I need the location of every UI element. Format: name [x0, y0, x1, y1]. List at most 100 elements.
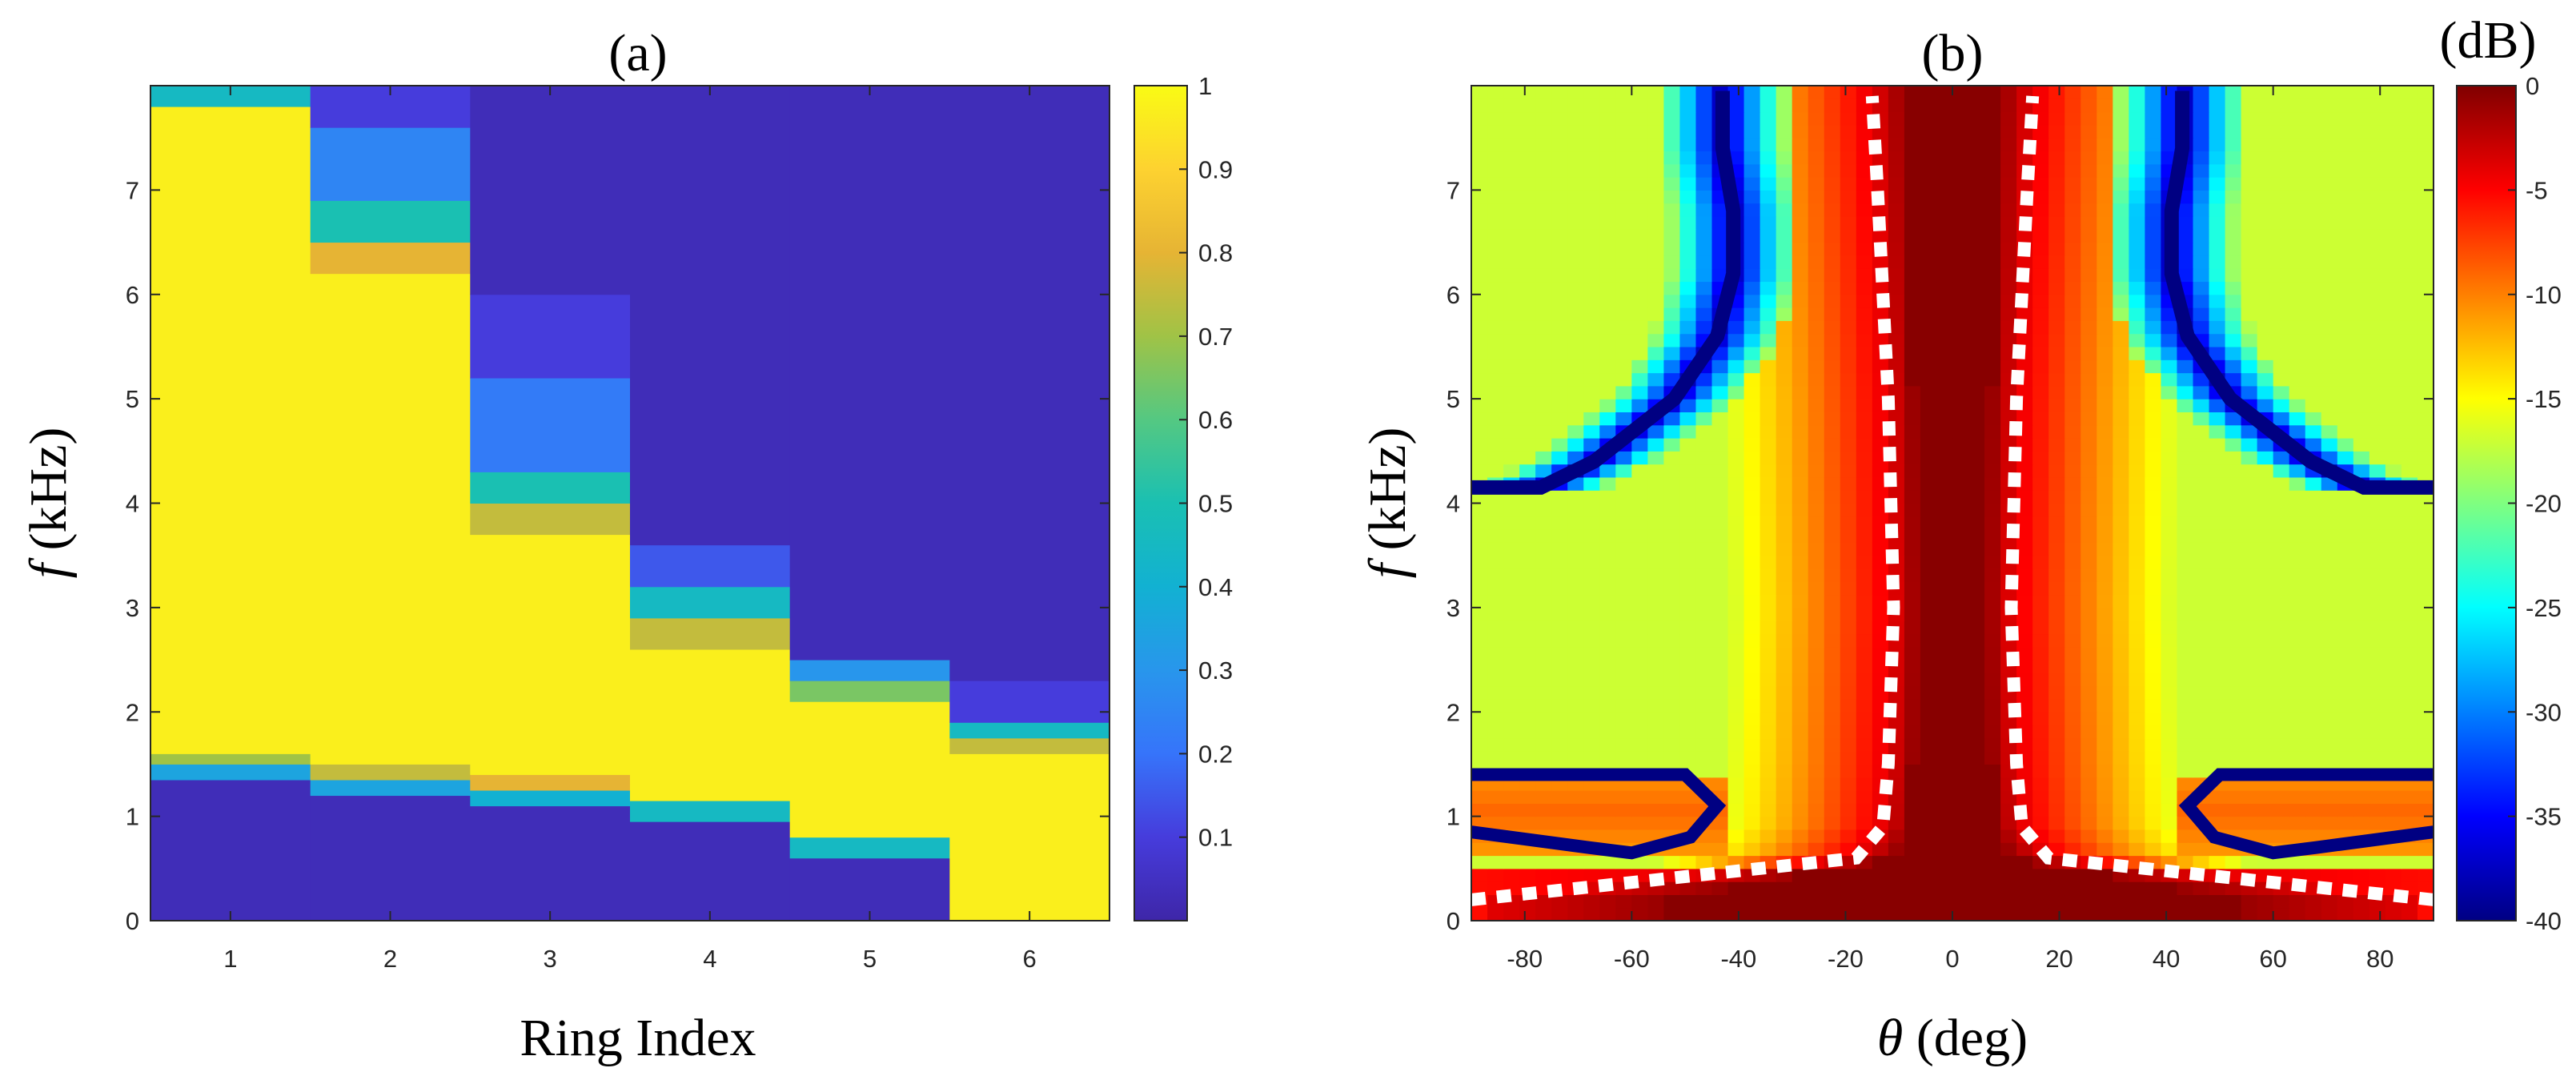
heatmap-cell [1776, 242, 1793, 256]
heatmap-cell [2129, 516, 2145, 530]
heatmap-cell [2113, 698, 2129, 713]
heatmap-cell [2417, 542, 2434, 556]
heatmap-cell [2193, 242, 2210, 256]
heatmap-cell [2032, 620, 2049, 635]
heatmap-cell [1840, 855, 1857, 869]
heatmap-cell [1936, 503, 1953, 517]
heatmap-cell [2193, 177, 2210, 191]
heatmap-cell [1904, 438, 1921, 452]
heatmap-cell [2401, 98, 2418, 113]
heatmap-cell [1551, 516, 1568, 530]
heatmap-cell [2209, 685, 2226, 700]
heatmap-cell [2080, 424, 2097, 439]
heatmap-cell [2417, 385, 2434, 399]
heatmap-cell [1952, 607, 1969, 621]
heatmap-cell [2401, 620, 2418, 635]
heatmap-cell [1840, 203, 1857, 217]
heatmap-cell [1487, 816, 1504, 830]
heatmap-cell [2113, 399, 2129, 413]
heatmap-cell [1872, 229, 1889, 243]
heatmap-cell [2209, 438, 2226, 452]
heatmap-cell [2401, 320, 2418, 335]
heatmap-cell [1503, 151, 1520, 165]
heatmap-cell [2080, 633, 2097, 648]
heatmap-cell [1615, 268, 1632, 283]
heatmap-cell [1743, 372, 1761, 387]
heatmap-cell [2369, 803, 2386, 817]
heatmap-cell [1920, 151, 1937, 165]
heatmap-cell [1583, 151, 1600, 165]
heatmap-cell [2401, 542, 2418, 556]
heatmap-cell [2353, 451, 2370, 465]
heatmap-cell [1487, 333, 1504, 347]
heatmap-cell [2225, 98, 2242, 113]
heatmap-cell [1727, 673, 1745, 687]
heatmap-cell [1743, 281, 1761, 295]
heatmap-cell [1776, 412, 1793, 426]
heatmap-cell [1487, 86, 1504, 99]
heatmap-cell [2064, 451, 2081, 465]
heatmap-cell [2161, 568, 2178, 582]
heatmap-cell [1535, 281, 1552, 295]
heatmap-cell [1503, 412, 1520, 426]
heatmap-cell [2225, 111, 2242, 126]
heatmap-cell [2080, 138, 2097, 152]
heatmap-cell [1695, 907, 1713, 921]
heatmap-cell [1599, 372, 1616, 387]
heatmap-cell [1711, 424, 1729, 439]
heatmap-cell [1856, 764, 1873, 778]
heatmap-cell [2353, 698, 2370, 713]
heatmap-cell [1824, 725, 1841, 739]
heatmap-cell [1471, 685, 1488, 700]
heatmap-cell [2097, 268, 2113, 283]
heatmap-cell [2064, 542, 2081, 556]
heatmap-cell [1519, 698, 1536, 713]
heatmap-cell [1840, 464, 1857, 478]
heatmap-cell [1824, 124, 1841, 139]
heatmap-cell [1808, 111, 1825, 126]
heatmap-cell [1599, 894, 1616, 909]
heatmap-cell [1808, 151, 1825, 165]
x-tick-label: 60 [2259, 945, 2286, 973]
heatmap-cell [2353, 333, 2370, 347]
heatmap-cell [2161, 620, 2178, 635]
heatmap-cell [1679, 594, 1697, 608]
heatmap-cell [2385, 111, 2402, 126]
heatmap-cell [1808, 685, 1825, 700]
heatmap-cell [1952, 764, 1969, 778]
heatmap-cell [2305, 646, 2322, 660]
heatmap-cell [2241, 725, 2258, 739]
heatmap-cell [2193, 698, 2210, 713]
heatmap-cell [1856, 399, 1873, 413]
heatmap-cell [2048, 881, 2065, 896]
heatmap-cell [2289, 385, 2306, 399]
heatmap-cell [1808, 281, 1825, 295]
heatmap-cell [1519, 646, 1536, 660]
heatmap-cell [1599, 163, 1616, 178]
heatmap-cell [1567, 346, 1584, 360]
heatmap-cell [2353, 673, 2370, 687]
heatmap-cell [1663, 203, 1681, 217]
heatmap-cell [1695, 255, 1713, 269]
heatmap-cell [2000, 138, 2017, 152]
heatmap-cell [2209, 529, 2226, 543]
heatmap-cell [1792, 842, 1809, 857]
heatmap-cell [2337, 490, 2354, 504]
heatmap-cell [1551, 190, 1568, 204]
heatmap-cell [1920, 646, 1937, 660]
heatmap-cell [1631, 633, 1648, 648]
heatmap-cell [2401, 646, 2418, 660]
heatmap-cell [2048, 359, 2065, 374]
heatmap-cell [1663, 359, 1681, 374]
heatmap-cell [1808, 555, 1825, 569]
heatmap-cell [1840, 633, 1857, 648]
heatmap-cell [2353, 620, 2370, 635]
heatmap-cell [2257, 894, 2274, 909]
heatmap-cell [2113, 138, 2129, 152]
heatmap-cell [1647, 894, 1664, 909]
heatmap-cell [2353, 803, 2370, 817]
heatmap-cell [2032, 86, 2049, 99]
heatmap-cell [1776, 124, 1793, 139]
heatmap-cell [2097, 229, 2113, 243]
